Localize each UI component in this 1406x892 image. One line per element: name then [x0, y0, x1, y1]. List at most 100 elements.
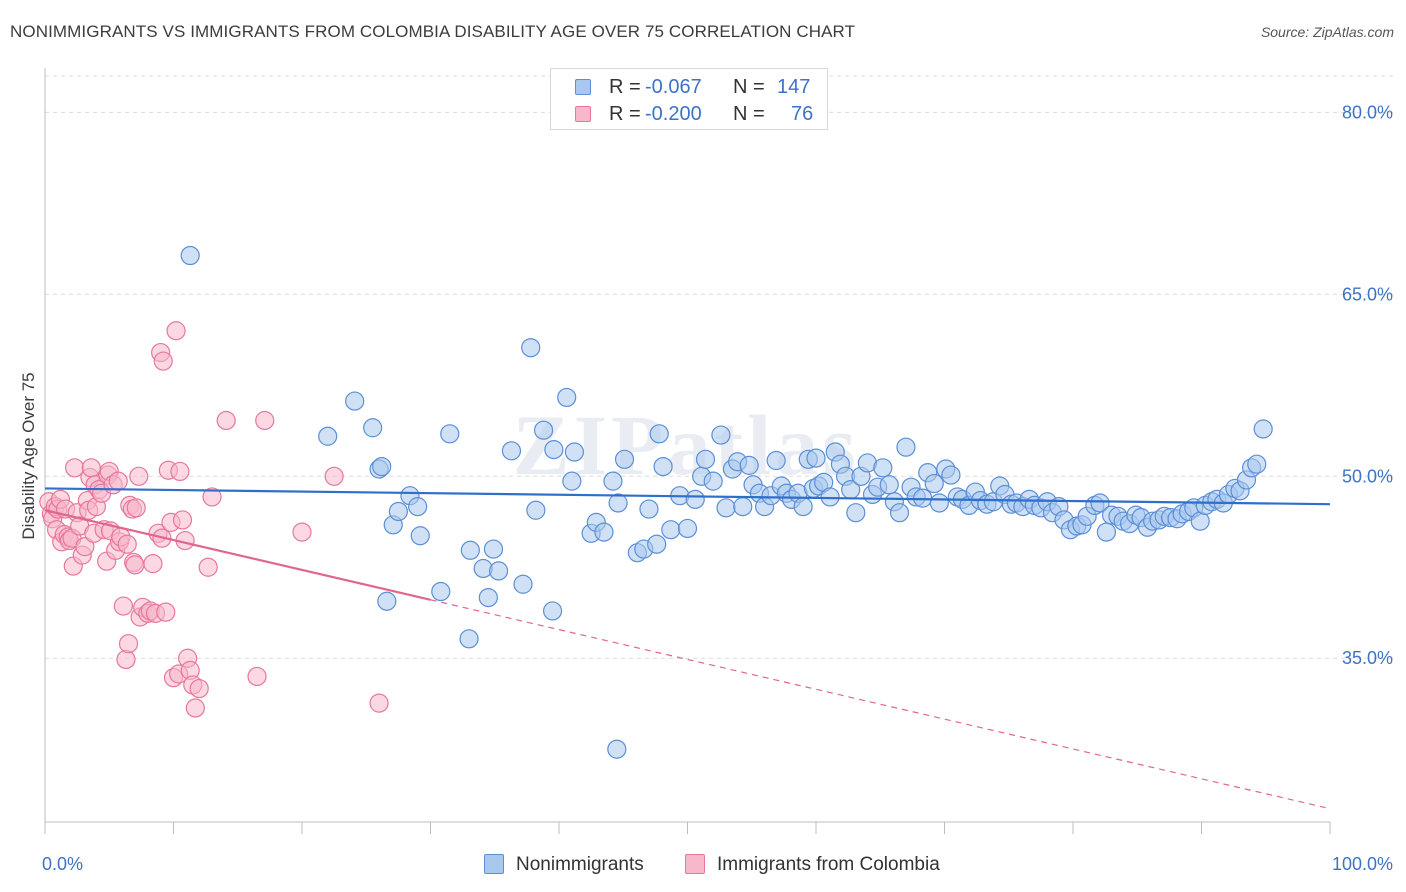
tick-labels: 35.0% 50.0% 65.0% 80.0% 0.0% 100.0%	[42, 102, 1393, 874]
legend-r-label: R =	[609, 103, 641, 125]
immigrant-point	[118, 634, 139, 654]
nonimmigrant-point	[649, 424, 669, 444]
nonimmigrant-point	[408, 497, 428, 517]
immigrant-point	[292, 522, 312, 542]
immigrant-point	[156, 602, 176, 622]
nonimmigrant-point	[460, 540, 480, 560]
immigrant-point	[198, 557, 218, 577]
nonimmigrant-point	[711, 425, 731, 445]
nonimmigrant-point	[478, 587, 498, 608]
nonimmigrant-point	[766, 450, 786, 471]
nonimmigrant-point	[793, 497, 813, 517]
immigrant-point	[172, 510, 193, 530]
legend-r-value: -0.200	[645, 103, 702, 125]
immigrant-point	[166, 321, 186, 341]
nonimmigrant-point	[685, 489, 705, 509]
nonimmigrant-point	[607, 739, 627, 759]
nonimmigrant-point	[564, 442, 585, 462]
nonimmigrant-point	[501, 441, 522, 461]
nonimmigrant-point	[941, 465, 961, 485]
y-tick-label: 65.0%	[1342, 284, 1393, 304]
nonimmigrant-point	[661, 520, 681, 540]
nonimmigrant-point	[733, 497, 753, 517]
source-label: Source: ZipAtlas.com	[1260, 24, 1394, 40]
nonimmigrant-point	[695, 449, 716, 469]
nonimmigrant-point	[873, 458, 893, 478]
legend-r-value: -0.067	[645, 76, 702, 98]
nonimmigrant-point	[614, 449, 635, 469]
y-tick-label: 80.0%	[1342, 102, 1393, 122]
nonimmigrant-point	[1247, 454, 1267, 474]
nonimmigrant-point	[889, 503, 910, 523]
nonimmigrant-point	[526, 500, 546, 520]
immigrant-point	[202, 487, 222, 507]
nonimmigrant-point	[677, 518, 698, 539]
nonimmigrant-point	[533, 420, 554, 440]
nonimmigrant-point	[372, 456, 392, 477]
nonimmigrant-point	[180, 245, 200, 266]
immigrant-point	[126, 498, 146, 518]
nonimmigrant-point	[603, 471, 623, 491]
nonimmigrant-point	[653, 456, 673, 477]
chart-title: NONIMMIGRANTS VS IMMIGRANTS FROM COLOMBI…	[10, 22, 856, 41]
nonimmigrant-point	[521, 338, 541, 358]
legend-swatch-pink	[685, 854, 705, 874]
points-immigrants	[39, 321, 389, 718]
nonimmigrant-point	[806, 448, 826, 468]
legend-r-label: R =	[609, 76, 641, 98]
immigrant-point	[255, 410, 275, 431]
nonimmigrant-point	[562, 471, 582, 491]
immigrants-trend-line	[44, 509, 431, 601]
nonimmigrant-point	[513, 574, 533, 594]
immigrant-point	[108, 471, 128, 491]
points-nonimmigrants	[180, 245, 1273, 759]
nonimmigrant-point	[363, 418, 383, 438]
nonimmigrant-point	[716, 498, 736, 518]
y-tick-label: 35.0%	[1342, 648, 1393, 668]
nonimmigrant-point	[318, 426, 338, 446]
immigrant-point	[143, 554, 163, 574]
legend-n-value: 76	[791, 103, 814, 125]
nonimmigrant-point	[594, 522, 614, 542]
nonimmigrant-point	[1096, 522, 1117, 542]
nonimmigrant-point	[846, 503, 866, 523]
legend-swatch-pink	[575, 106, 591, 122]
immigrant-point	[247, 666, 267, 687]
nonimmigrant-point	[896, 437, 916, 457]
nonimmigrant-point	[544, 440, 564, 460]
immigrant-point	[75, 537, 95, 557]
y-axis-label: Disability Age Over 75	[19, 372, 38, 539]
legend-swatch-blue	[484, 854, 504, 874]
immigrant-point	[81, 458, 101, 478]
nonimmigrant-point	[431, 581, 451, 602]
nonimmigrant-point	[879, 475, 899, 495]
immigrant-point	[369, 693, 389, 713]
nonimmigrant-point	[924, 473, 944, 494]
nonimmigrant-point	[739, 455, 759, 475]
axes-layer	[44, 68, 1331, 834]
trend-lines	[44, 487, 1331, 810]
nonimmigrant-point	[647, 534, 667, 554]
nonimmigrant-point	[1253, 419, 1273, 439]
nonimmigrant-point	[410, 526, 430, 546]
nonimmigrant-point	[608, 493, 628, 513]
immigrants-trend-extension	[430, 599, 1331, 810]
legend-n-label: N =	[733, 76, 765, 98]
legend-n-value: 147	[777, 76, 811, 98]
y-tick-label: 50.0%	[1342, 466, 1393, 486]
nonimmigrant-point	[440, 424, 460, 444]
immigrant-point	[129, 466, 149, 486]
nonimmigrant-point	[377, 591, 397, 611]
legend-label: Immigrants from Colombia	[717, 854, 940, 875]
nonimmigrant-point	[557, 387, 577, 408]
immigrant-point	[324, 466, 344, 486]
nonimmigrant-point	[542, 601, 563, 621]
immigrant-point	[189, 678, 209, 699]
nonimmigrant-point	[639, 499, 659, 519]
nonimmigrant-point	[703, 471, 723, 491]
legend-n-label: N =	[733, 103, 765, 125]
immigrant-point	[153, 351, 173, 371]
immigrant-point	[185, 698, 205, 718]
immigrant-point	[117, 534, 137, 554]
